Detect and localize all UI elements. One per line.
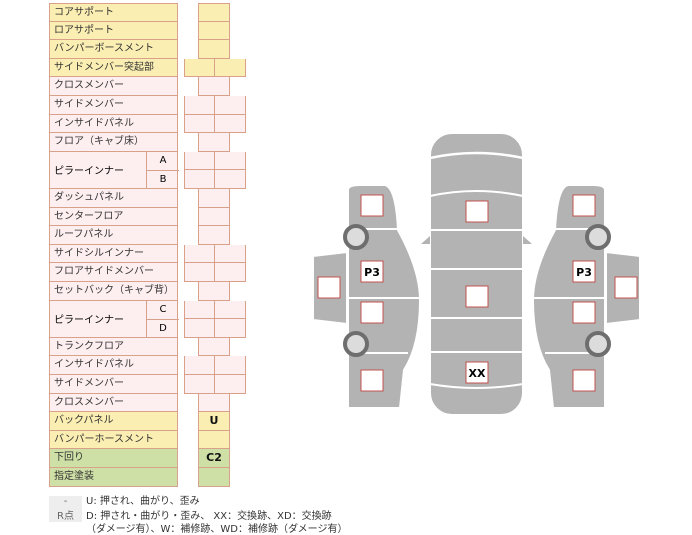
mark-value: P3 — [576, 266, 592, 279]
row-label: バックパネル — [49, 412, 178, 431]
row-label: サイドメンバー — [49, 96, 178, 115]
grade-cell-right — [214, 356, 246, 375]
pillar-sub-label: A — [146, 151, 179, 171]
row-label: ピラーインナー — [54, 165, 124, 177]
legend-text: D: 押され・曲がり・歪み、 XX：交換跡、XD：交換跡 — [86, 511, 332, 522]
mark-value: XX — [469, 367, 486, 380]
grade-cell — [198, 337, 230, 357]
legend-line-1: - U: 押され、曲がり、歪み — [49, 492, 200, 507]
grade-cell-right — [214, 96, 246, 115]
mark-value: P3 — [364, 266, 380, 279]
grade-cell: U — [198, 412, 230, 431]
mark-left-rear-fender — [360, 369, 384, 392]
row-label: クロスメンバー — [49, 393, 178, 413]
row-label: セットバック（キャブ背） — [49, 282, 178, 301]
grade-cell — [198, 21, 230, 41]
row-label: バンパーボースメント — [49, 40, 178, 59]
row-label: インサイドパネル — [49, 114, 178, 134]
pillar-sub-label: B — [146, 170, 179, 190]
grade-cell — [198, 40, 230, 59]
row-label: クロスメンバー — [49, 77, 178, 96]
grade-cell — [214, 300, 246, 320]
legend-line-2: R点 D: 押され・曲がり・歪み、 XX：交換跡、XD：交換跡 — [49, 507, 332, 522]
table-row-pillar: ピラーインナー A B — [49, 151, 179, 190]
row-label: 下回り — [49, 449, 178, 468]
grade-cell — [214, 319, 246, 338]
grade-cell — [198, 207, 230, 227]
row-label: ダッシュパネル — [49, 189, 178, 208]
row-label: バンパーホースメント — [49, 430, 178, 450]
grade-cell-right — [214, 375, 246, 394]
legend-key-r: R点 — [49, 507, 82, 522]
legend-text: U: 押され、曲がり、歪み — [86, 496, 200, 507]
table-row-pillar: ピラーインナー C D — [49, 300, 179, 339]
mark-trunk — [465, 361, 489, 384]
row-label: ピラーインナー — [54, 314, 124, 326]
grade-cell — [198, 226, 230, 245]
mark-right-front-door — [572, 260, 596, 283]
row-label: フロア（キャブ床） — [49, 133, 178, 152]
grade-cell: C2 — [198, 449, 230, 468]
pillar-sub-label: D — [146, 319, 179, 339]
wheel-icon — [585, 224, 611, 250]
row-label: サイドメンバー — [49, 375, 178, 394]
wheel-icon — [585, 331, 611, 357]
legend-line-3: （ダメージ有）、W：補修跡、WD：補修跡（ダメージ有） — [86, 524, 348, 535]
row-label: トランクフロア — [49, 337, 178, 357]
mark-left-mirror — [317, 276, 341, 299]
grade-cell-right — [214, 114, 246, 134]
grade-cell-right — [214, 58, 246, 78]
grade-cell — [198, 430, 230, 450]
pillar-sub-label: C — [146, 300, 179, 320]
mark-roof — [465, 285, 489, 308]
grade-cell — [198, 189, 230, 208]
row-label: サイドシルインナー — [49, 244, 178, 264]
mark-right-rear-door — [572, 301, 596, 324]
grade-cell — [198, 77, 230, 96]
row-label: フロアサイドメンバー — [49, 263, 178, 282]
grade-cell — [198, 468, 230, 487]
mark-right-mirror — [614, 276, 638, 299]
grade-cell — [214, 170, 246, 189]
row-label: センターフロア — [49, 207, 178, 227]
grade-cell-right — [214, 244, 246, 264]
wheel-icon — [343, 331, 369, 357]
legend-key-dash: - — [49, 496, 82, 507]
mark-left-front-fender — [360, 194, 384, 217]
grade-cell — [198, 133, 230, 152]
row-label: サイドメンバー突起部 — [49, 58, 178, 78]
grade-cell — [214, 151, 246, 171]
car-left-side — [347, 184, 422, 409]
mark-hood — [465, 200, 489, 223]
mark-right-front-fender — [572, 194, 596, 217]
row-label: ロアサポート — [49, 21, 178, 41]
row-label: 指定塗装 — [49, 468, 178, 487]
row-label: ルーフパネル — [49, 226, 178, 245]
grade-cell — [198, 282, 230, 301]
mark-left-rear-door — [360, 301, 384, 324]
grade-cell — [198, 3, 230, 22]
grade-cell-right — [214, 263, 246, 282]
wheel-icon — [343, 224, 369, 250]
car-top-body — [429, 132, 524, 416]
row-label: インサイドパネル — [49, 356, 178, 375]
grade-cell — [198, 393, 230, 413]
row-label: コアサポート — [49, 3, 178, 22]
mark-right-rear-fender — [572, 369, 596, 392]
mark-left-front-door — [360, 260, 384, 283]
